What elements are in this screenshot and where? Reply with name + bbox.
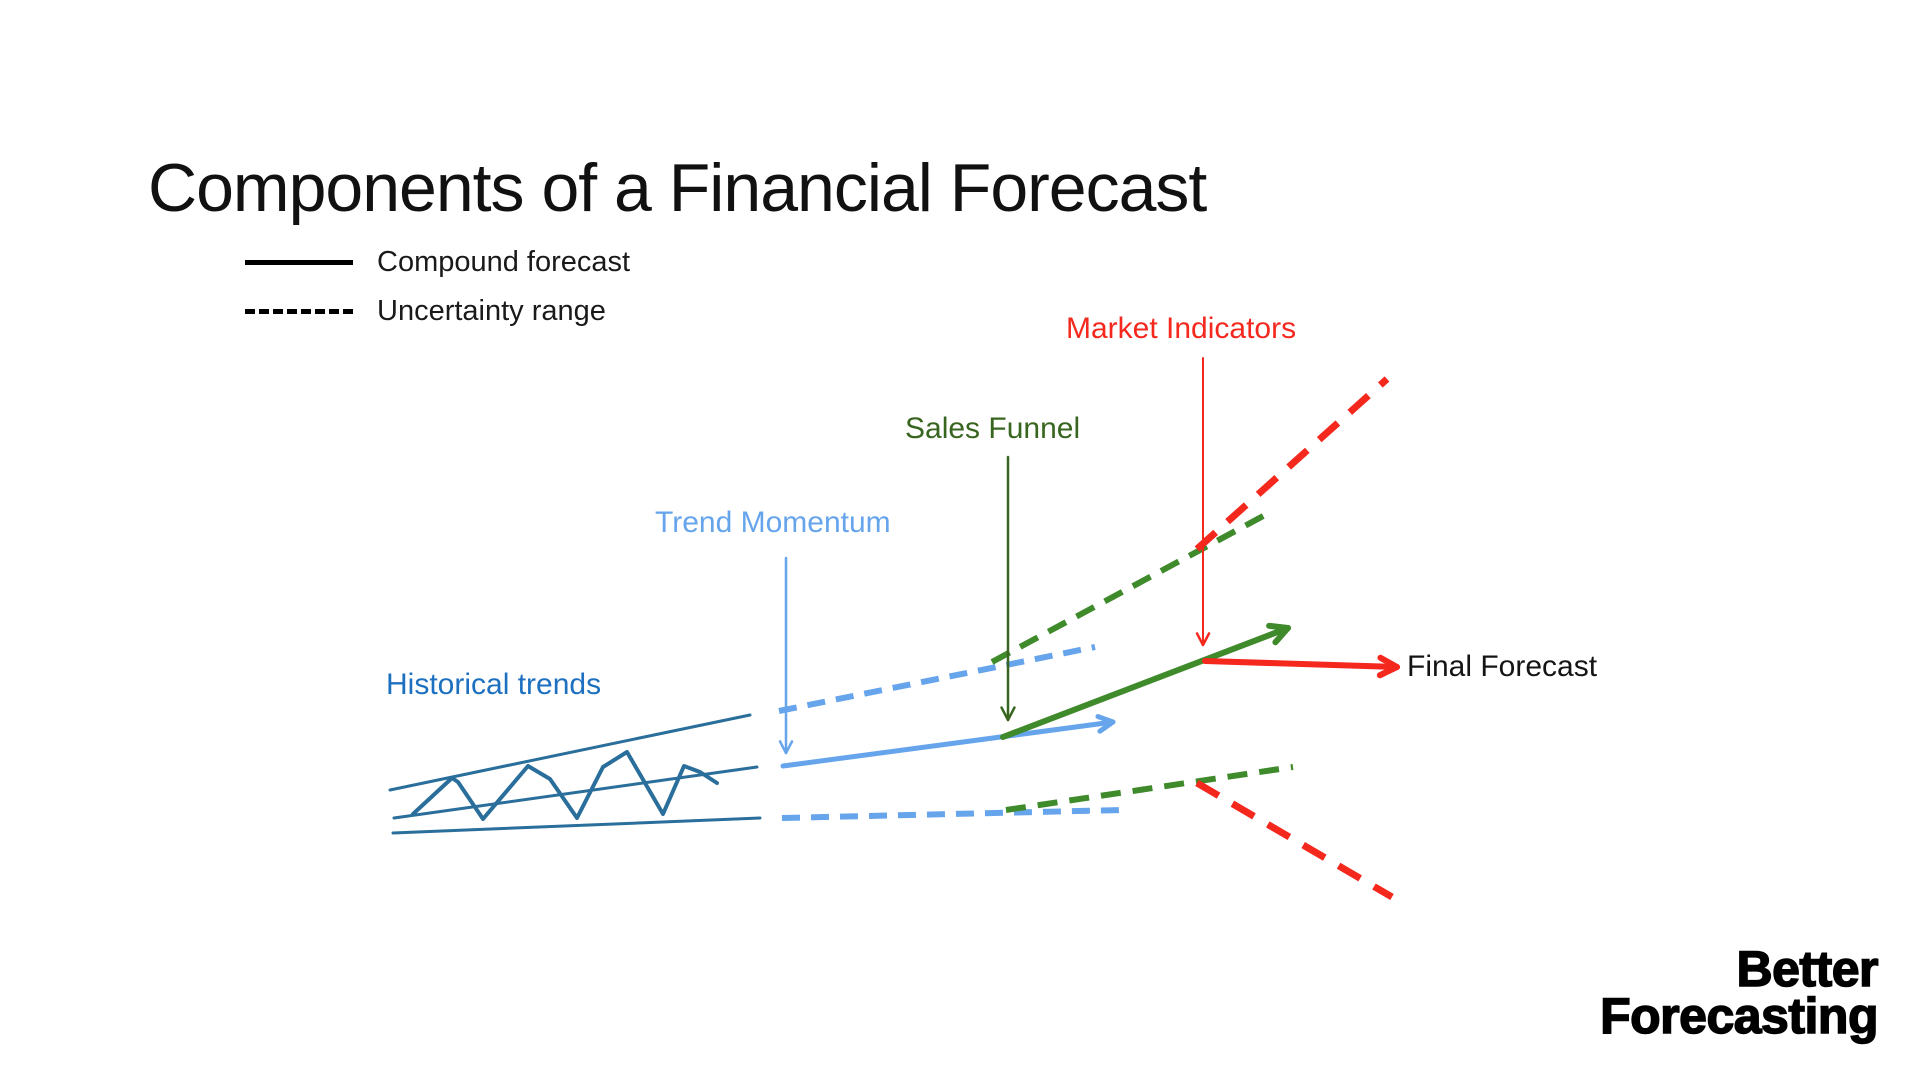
brand-logo: Better Forecasting — [1599, 941, 1879, 1044]
brand-line-1: Better — [1736, 941, 1879, 997]
historical-zigzag — [411, 750, 719, 821]
green-dash-upper — [990, 511, 1269, 665]
label-sales-funnel: Sales Funnel — [905, 412, 1081, 445]
historical-channel-top — [388, 713, 752, 792]
compound-forecast-line — [1000, 625, 1291, 740]
label-historical-trends: Historical trends — [386, 668, 602, 701]
legend-item-uncertainty-range: Uncertainty range — [245, 287, 630, 336]
final-forecast-line — [1202, 658, 1400, 670]
compound-forecast-line-arrowhead — [1266, 622, 1291, 646]
sales-funnel-pointer-arrowhead — [1000, 706, 1016, 722]
legend-item-compound-forecast: Compound forecast — [245, 238, 630, 287]
final-forecast-line-arrowhead — [1376, 654, 1400, 679]
label-trend-momentum: Trend Momentum — [655, 506, 891, 539]
market-indicators-pointer-arrowhead — [1195, 632, 1211, 647]
blue-dash-lower — [781, 807, 1123, 821]
solid-line-swatch — [245, 260, 353, 265]
brand-line-2: Forecasting — [1599, 988, 1879, 1044]
dashed-line-swatch — [245, 309, 353, 314]
legend: Compound forecast Uncertainty range — [245, 238, 630, 336]
label-market-indicators: Market Indicators — [1066, 312, 1297, 345]
legend-label: Compound forecast — [377, 246, 631, 278]
red-dash-lower — [1195, 779, 1394, 901]
blue-dash-upper — [778, 644, 1096, 714]
historical-channel-bottom — [391, 816, 762, 835]
green-dash-lower — [1005, 764, 1294, 813]
slide-title: Components of a Financial Forecast — [148, 149, 1207, 226]
trend-momentum-line-arrowhead — [1095, 714, 1116, 734]
legend-label: Uncertainty range — [377, 295, 606, 327]
trend-momentum-line — [780, 719, 1116, 769]
red-dash-upper — [1194, 376, 1390, 552]
label-final-forecast: Final Forecast — [1407, 650, 1598, 683]
historical-channel-mid — [392, 765, 759, 820]
trend-momentum-pointer-arrowhead — [778, 740, 794, 755]
